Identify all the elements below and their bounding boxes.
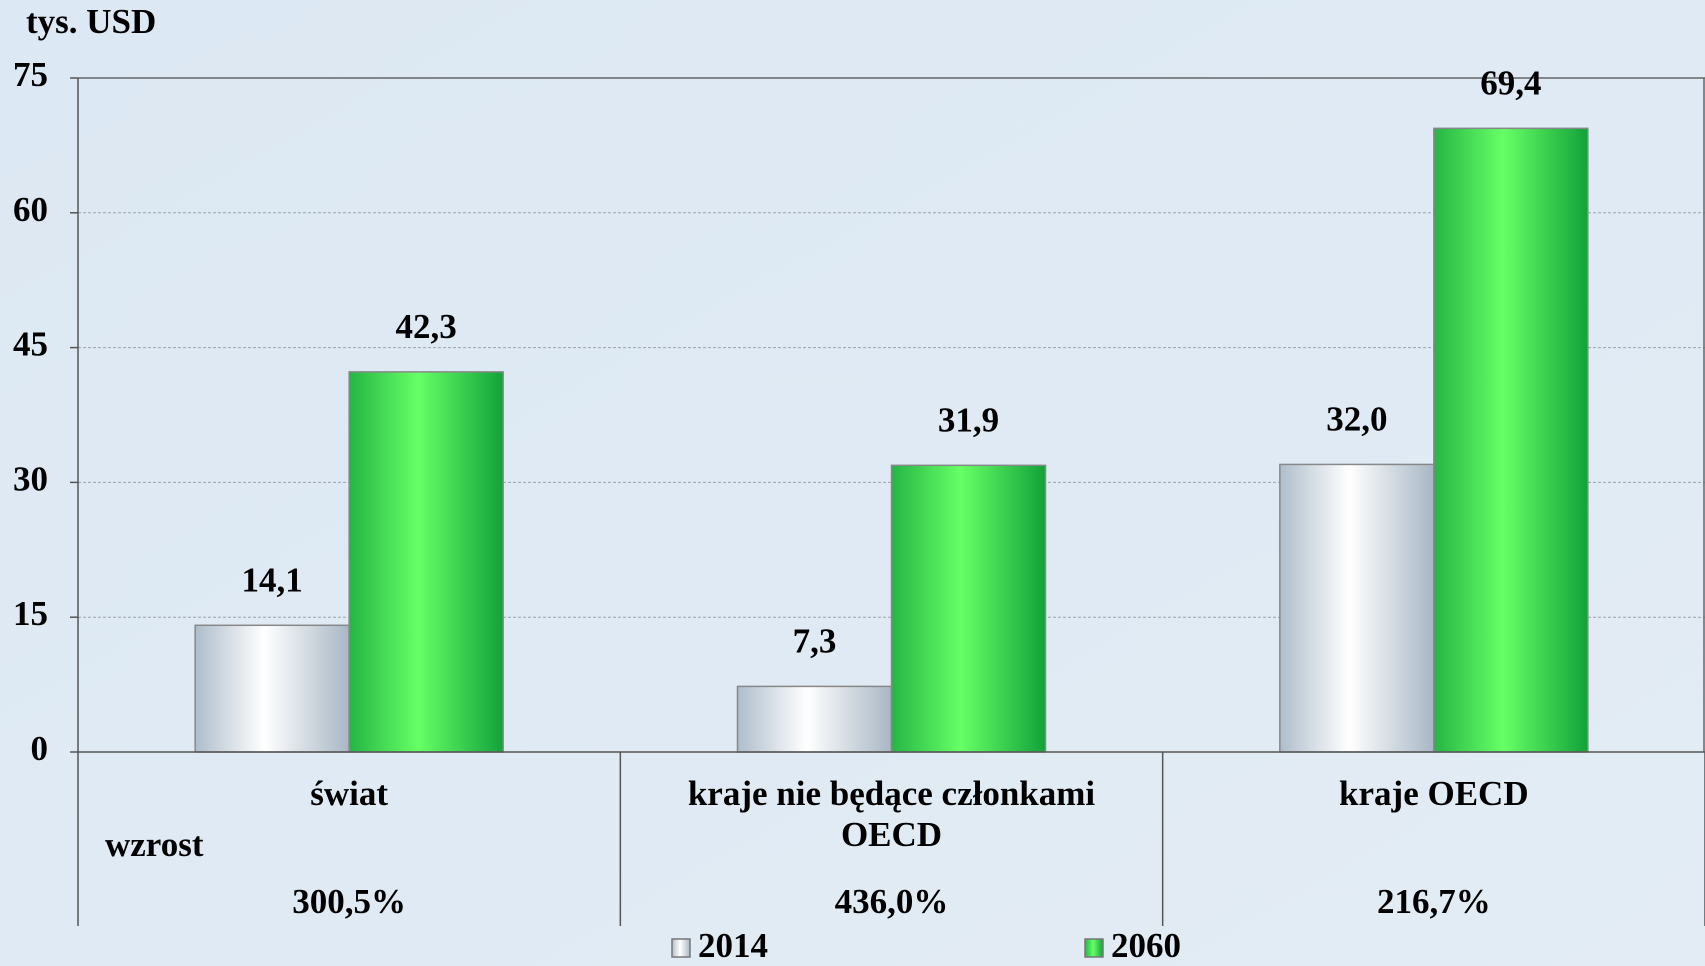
y-axis-label: tys. USD — [26, 2, 156, 41]
growth-value: 436,0% — [835, 882, 949, 921]
value-label: 69,4 — [1480, 63, 1541, 102]
x-tick-label: świat — [310, 774, 388, 813]
y-tick-label: 30 — [13, 459, 48, 498]
legend-swatch — [1084, 938, 1104, 958]
x-tick-label: kraje nie będące członkami OECD — [688, 774, 1096, 854]
legend-label: 2060 — [1111, 926, 1181, 965]
y-tick-label: 60 — [13, 190, 48, 229]
x-tick-label: kraje OECD — [1339, 774, 1529, 813]
bar — [1433, 127, 1589, 753]
value-label: 31,9 — [938, 400, 999, 439]
bar — [194, 624, 350, 753]
y-tick-label: 0 — [31, 729, 49, 768]
value-label: 32,0 — [1326, 399, 1387, 438]
bar — [1279, 463, 1435, 753]
legend-label: 2014 — [698, 926, 768, 965]
growth-label: wzrost — [105, 825, 204, 864]
value-label: 42,3 — [396, 307, 457, 346]
growth-value: 300,5% — [292, 882, 406, 921]
bar — [348, 371, 504, 753]
y-tick-label: 45 — [13, 325, 48, 364]
legend-swatch — [671, 938, 691, 958]
value-label: 7,3 — [793, 621, 837, 660]
bar — [736, 685, 893, 753]
y-tick-label: 75 — [13, 55, 48, 94]
y-tick-label: 15 — [13, 594, 48, 633]
bar — [890, 464, 1047, 753]
growth-value: 216,7% — [1377, 882, 1491, 921]
value-label: 14,1 — [242, 560, 303, 599]
